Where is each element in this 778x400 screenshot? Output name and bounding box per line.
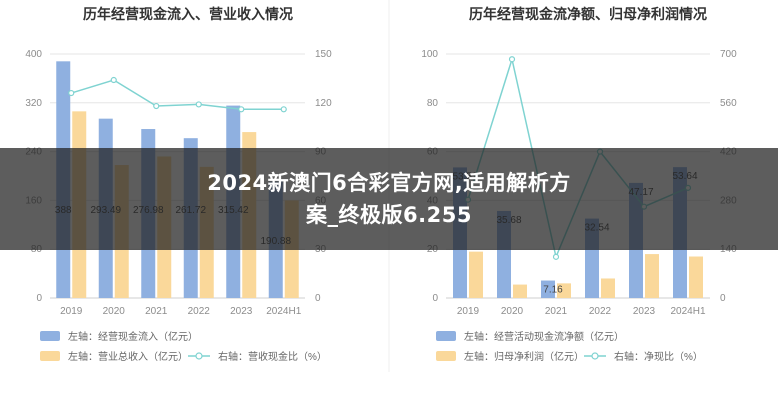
watermark-banner: 2024新澳门6合彩官方网,适用解析方案_终极版6.255 [0, 148, 778, 250]
legend-label-secondary: 左轴：营业总收入（亿元） [68, 350, 188, 363]
bar-secondary [689, 256, 703, 298]
line-point [552, 253, 560, 260]
legend-right: 左轴：经营活动现金流净额（亿元） 左轴：归母净利润（亿元） 右轴：净现比（%） [436, 330, 703, 363]
x-tick-label: 2019 [60, 306, 83, 317]
x-tick-label: 2021 [545, 306, 568, 317]
y-right-tick-label: 150 [315, 49, 332, 60]
bar-secondary [557, 283, 571, 298]
line-point [280, 106, 287, 113]
x-tick-label: 2022 [589, 306, 612, 317]
bar-secondary [469, 251, 483, 298]
watermark-banner-text: 2024新澳门6合彩官方网,适用解析方案_终极版6.255 [207, 171, 571, 227]
y-left-tick-label: 80 [427, 98, 439, 109]
line-point [508, 56, 516, 63]
y-right-tick-label: 0 [720, 293, 726, 304]
line-point [153, 102, 160, 110]
x-tick-label: 2019 [457, 306, 480, 317]
legend-swatch-secondary [40, 351, 60, 361]
legend-label-line: 右轴：净现比（%） [614, 350, 703, 363]
legend-swatch-line-marker [195, 352, 203, 360]
x-tick-label: 2023 [230, 306, 253, 317]
line-point [195, 101, 202, 108]
bar-secondary [601, 278, 615, 298]
chart-title-left: 历年经营现金流入、营业收入情况 [83, 6, 293, 22]
y-left-tick-label: 100 [421, 49, 438, 60]
y-left-tick-label: 400 [25, 49, 42, 60]
y-right-tick-label: 0 [315, 293, 321, 304]
y-right-tick-label: 700 [720, 49, 737, 60]
y-left-tick-label: 0 [36, 293, 42, 304]
line-point [68, 89, 75, 97]
bar-secondary [513, 284, 527, 298]
legend-swatch-secondary [436, 351, 456, 361]
legend-label-secondary: 左轴：归母净利润（亿元） [464, 350, 584, 363]
y-right-tick-label: 120 [315, 98, 332, 109]
legend-swatch-line-marker [591, 352, 599, 360]
legend-label-primary: 左轴：经营活动现金流净额（亿元） [464, 330, 624, 343]
legend-swatch-primary [40, 331, 60, 341]
x-tick-label: 2024H1 [266, 306, 301, 317]
x-tick-label: 2024H1 [670, 306, 705, 317]
x-tick-label: 2023 [633, 306, 656, 317]
bar-primary [541, 280, 555, 298]
legend-label-primary: 左轴：经营现金流入（亿元） [68, 330, 198, 343]
legend-label-line: 右轴：营收现金比（%） [218, 350, 327, 363]
line-series [71, 79, 284, 111]
line-point [238, 106, 245, 113]
line-point [110, 76, 117, 84]
chart-title-right: 历年经营现金流净额、归母净利润情况 [469, 6, 707, 22]
legend-left: 左轴：经营现金流入（亿元） 左轴：营业总收入（亿元） 右轴：营收现金比（%） [40, 330, 327, 363]
x-tick-label: 2021 [145, 306, 168, 317]
bar-data-label: 7.16 [543, 285, 563, 296]
y-left-tick-label: 0 [432, 293, 438, 304]
y-left-tick-label: 320 [25, 98, 42, 109]
x-tick-label: 2020 [501, 306, 524, 317]
bar-secondary [645, 254, 659, 298]
x-tick-label: 2022 [188, 306, 211, 317]
x-tick-label: 2020 [103, 306, 126, 317]
y-right-tick-label: 560 [720, 98, 737, 109]
legend-swatch-primary [436, 331, 456, 341]
